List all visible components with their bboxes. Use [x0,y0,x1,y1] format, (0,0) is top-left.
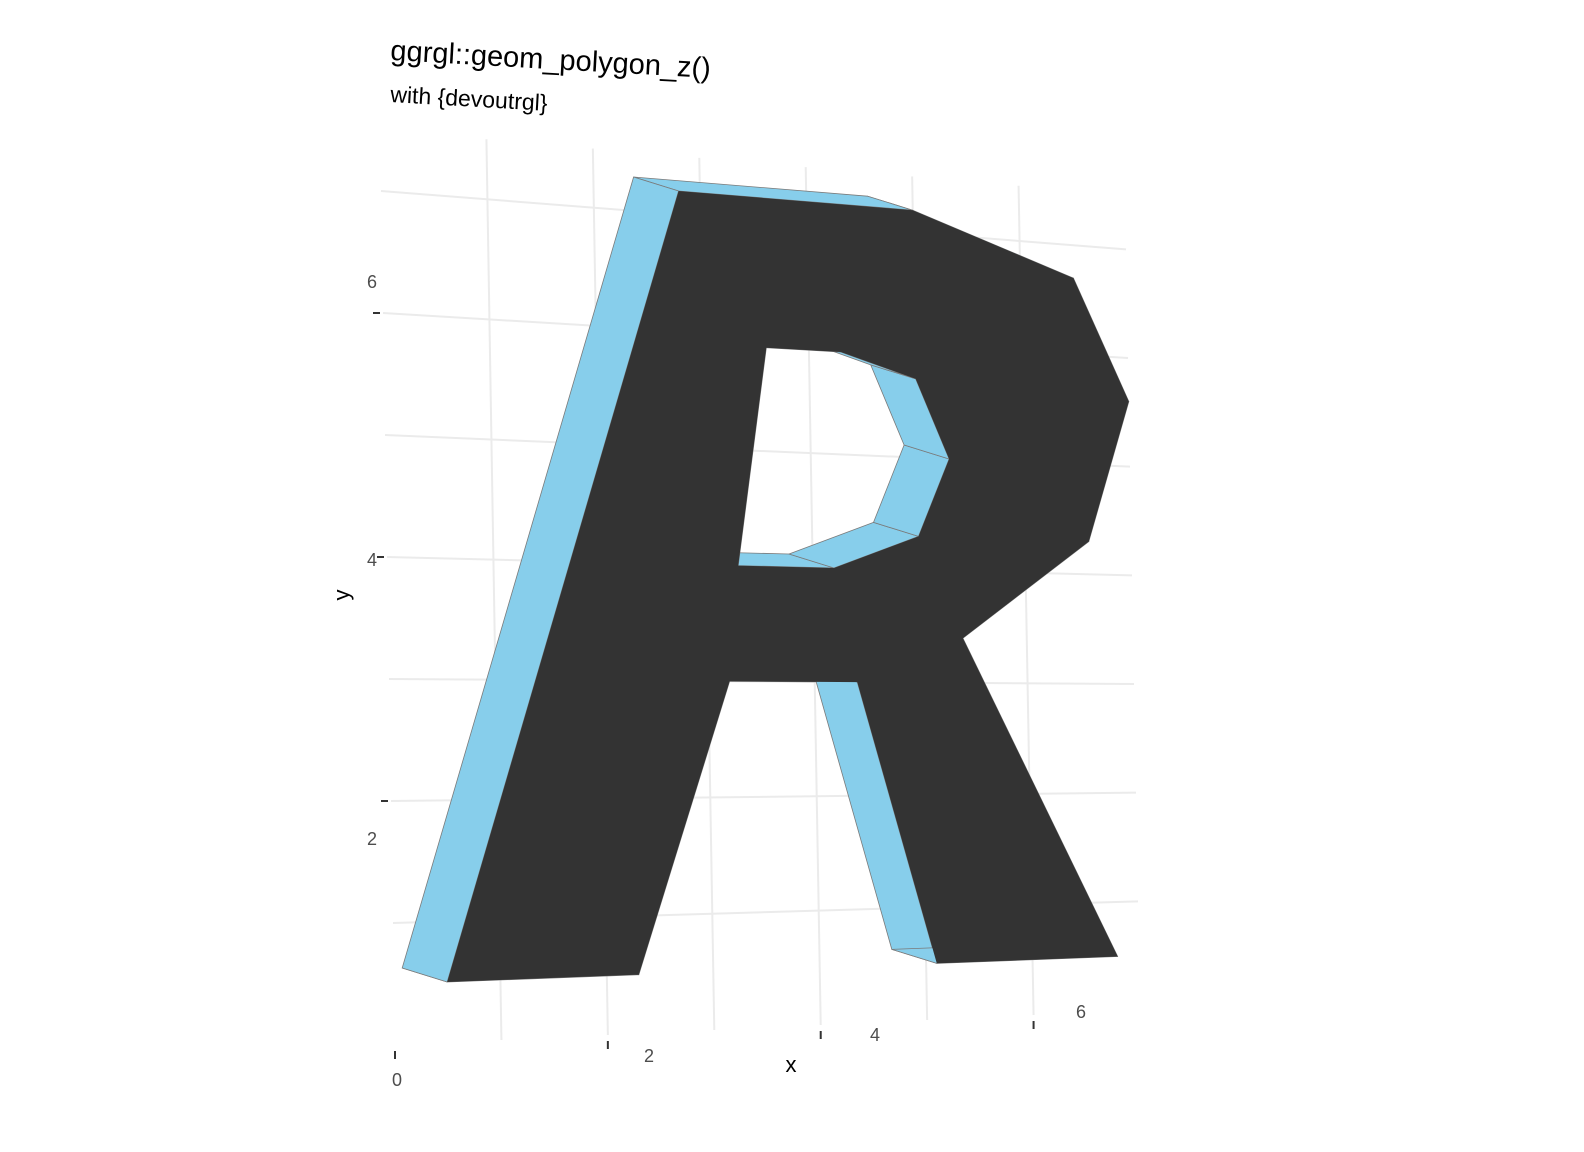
axes [373,312,1035,1059]
y-tick-label-4: 4 [367,550,377,570]
chart-title: ggrgl::geom_polygon_z() [390,35,712,85]
x-tick-label-0: 0 [392,1070,402,1090]
front-face [447,191,1129,982]
x-tick-label-2: 2 [644,1046,654,1066]
x-axis-label: x [786,1052,797,1077]
chart-subtitle: with {devoutrgl} [389,81,549,116]
y-tick-label-2: 2 [367,829,377,849]
x-tick-label-4: 4 [870,1025,880,1045]
letter-r-front [447,191,1129,982]
x-tick-label-6: 6 [1076,1002,1086,1022]
y-tick-label-6: 6 [367,272,377,292]
y-axis-label: y [329,590,354,601]
